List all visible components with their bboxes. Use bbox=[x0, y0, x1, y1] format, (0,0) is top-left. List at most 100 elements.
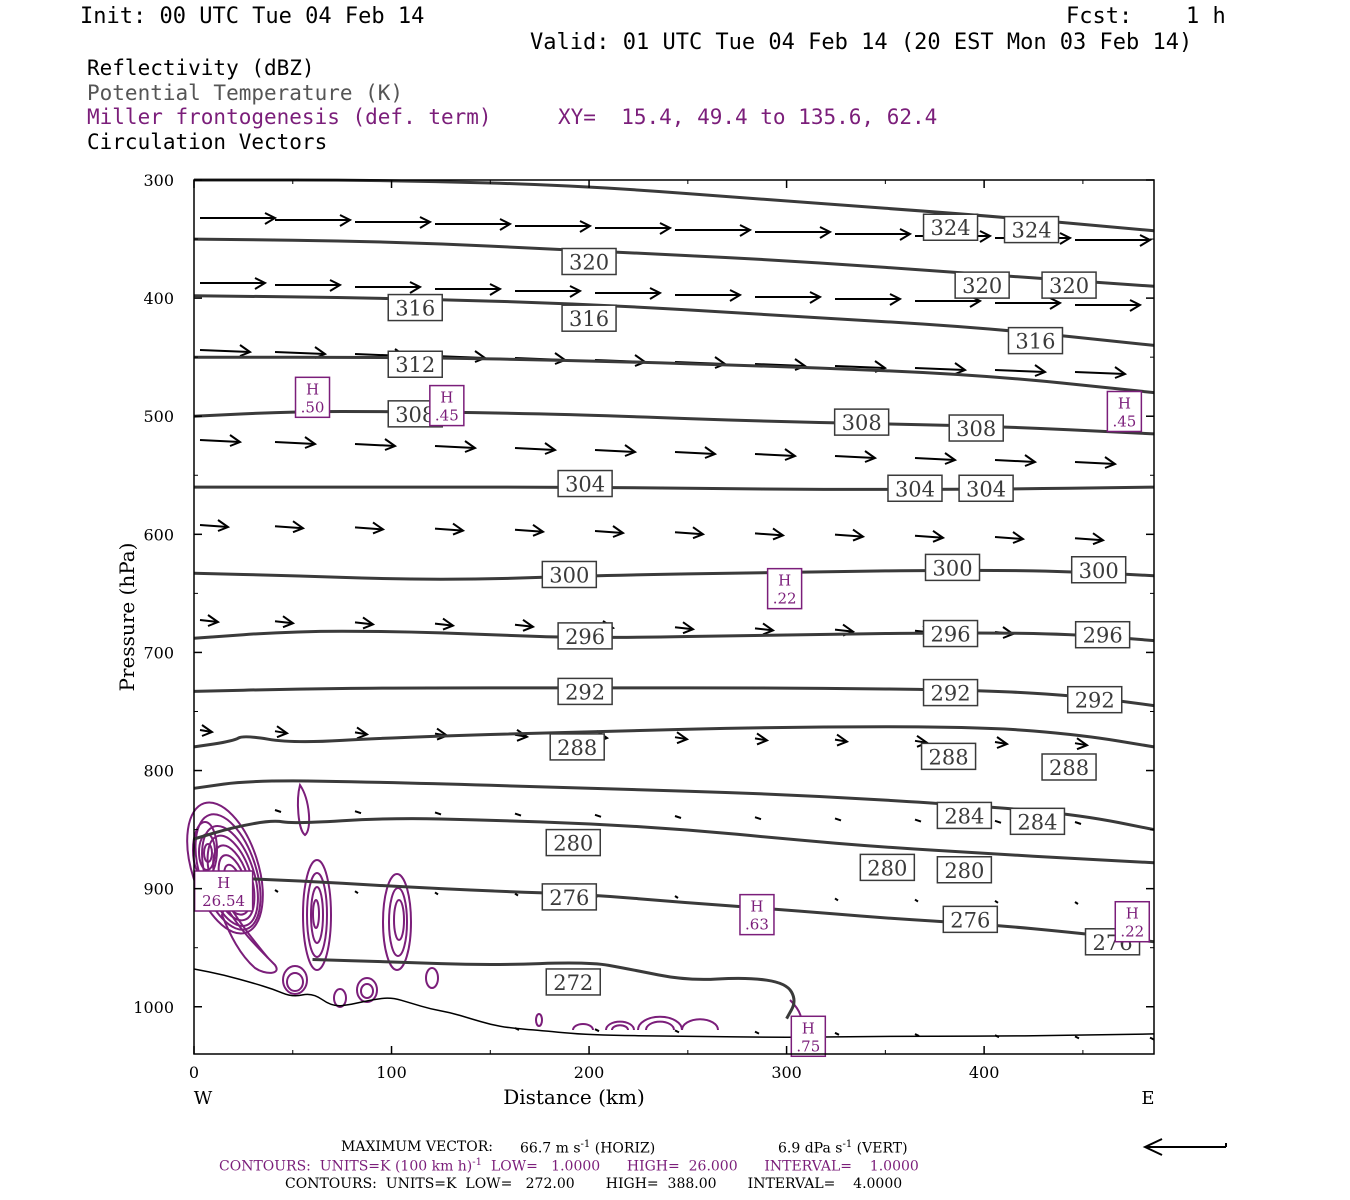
y-tick-label: 300 bbox=[143, 171, 174, 190]
theta-label-text: 280 bbox=[944, 859, 984, 883]
frontogenesis-high-value: .22 bbox=[1120, 923, 1144, 941]
frontogenesis-contour-info: CONTOURS: UNITS=K (100 km h)-1 LOW= 1.00… bbox=[219, 1157, 919, 1175]
theta-label-box bbox=[936, 856, 993, 884]
theta-label-box bbox=[1007, 326, 1064, 355]
frontogenesis-contour bbox=[312, 899, 320, 929]
frontogenesis-contour bbox=[306, 872, 328, 958]
y-tick-label: 1000 bbox=[133, 998, 174, 1017]
theta-label: 316 bbox=[387, 293, 443, 322]
theta-label-text: 292 bbox=[930, 682, 970, 706]
theta-label-box bbox=[1003, 215, 1060, 244]
circulation-vector-head bbox=[634, 354, 648, 367]
circulation-vector bbox=[594, 1028, 600, 1033]
frontogenesis-contour bbox=[302, 859, 332, 971]
circulation-vector bbox=[594, 530, 624, 534]
frontogenesis-contour bbox=[645, 1020, 675, 1031]
circulation-vector bbox=[674, 815, 682, 819]
theta-contour-labels: 324 324 320 320 320 316 316 316 312 308 308 308 304 3… bbox=[387, 213, 1141, 996]
circulation-vector bbox=[834, 897, 839, 902]
frontogenesis-high-box bbox=[790, 1015, 827, 1058]
circulation-vector-head bbox=[554, 352, 568, 365]
frontogenesis-high-box bbox=[766, 567, 803, 610]
circulation-vector-head bbox=[304, 436, 318, 449]
circulation-vector-head bbox=[1059, 232, 1073, 245]
frontogenesis-high-box bbox=[294, 376, 331, 419]
frontogenesis-high: H.63 bbox=[739, 893, 775, 936]
circulation-vector bbox=[834, 1031, 840, 1036]
circulation-vector-head bbox=[612, 525, 626, 538]
circulation-vector-head bbox=[809, 291, 823, 304]
circulation-vector bbox=[1074, 461, 1116, 465]
frontogenesis-high-letter: H bbox=[217, 874, 230, 892]
frontogenesis-contour bbox=[382, 873, 412, 971]
frontogenesis-contour bbox=[282, 965, 308, 995]
frontogenesis-contour bbox=[535, 1013, 543, 1027]
circulation-vector-head bbox=[659, 222, 673, 235]
circulation-vector-head bbox=[889, 293, 903, 306]
theta-contour-280 bbox=[193, 817, 1155, 865]
circulation-vector-head bbox=[624, 444, 638, 457]
frontogenesis-contour bbox=[611, 1024, 629, 1031]
frontogenesis-high-value: 26.54 bbox=[202, 892, 245, 910]
circulation-vector-head bbox=[522, 618, 536, 632]
circulation-vector bbox=[514, 812, 522, 817]
theta-label: 272 bbox=[545, 968, 602, 996]
theta-label-text: 300 bbox=[1079, 559, 1119, 583]
circulation-vector bbox=[914, 898, 919, 903]
theta-label-box bbox=[1041, 753, 1097, 781]
forecast-hour: 1 h bbox=[1186, 4, 1226, 29]
circulation-vector bbox=[914, 534, 944, 539]
circulation-vector bbox=[994, 536, 1024, 540]
theta-label-box bbox=[1009, 807, 1066, 836]
circulation-vector-head bbox=[276, 725, 290, 739]
theta-label: 304 bbox=[958, 474, 1014, 503]
circulation-vector bbox=[914, 818, 922, 823]
theta-label: 320 bbox=[1041, 271, 1097, 299]
theta-label-box bbox=[1066, 685, 1123, 714]
circulation-vector-head bbox=[579, 220, 593, 233]
max-vector-vert: 6.9 dPa s-1 (VERT) bbox=[778, 1139, 908, 1157]
circulation-vector-head bbox=[819, 226, 833, 239]
circulation-vector bbox=[274, 525, 304, 530]
frontogenesis-high: H.45 bbox=[429, 384, 465, 427]
theta-label: 292 bbox=[557, 677, 613, 706]
circulation-vector bbox=[754, 363, 806, 367]
frontogenesis-contour bbox=[393, 899, 405, 941]
theta-label: 292 bbox=[922, 678, 979, 707]
circulation-vector-head bbox=[239, 344, 253, 357]
theta-label-box bbox=[922, 619, 979, 648]
circulation-vector-head bbox=[452, 522, 466, 536]
theta-contour-300 bbox=[193, 568, 1155, 581]
circulation-vector bbox=[994, 459, 1036, 463]
init-time: Init: 00 UTC Tue 04 Feb 14 bbox=[80, 4, 425, 29]
circulation-vector bbox=[914, 457, 956, 461]
frontogenesis-contour bbox=[203, 843, 213, 863]
theta-label-box bbox=[1070, 556, 1127, 584]
y-tick-label: 400 bbox=[143, 289, 174, 308]
circulation-vector-head bbox=[944, 452, 958, 465]
theta-label-text: 288 bbox=[929, 745, 969, 769]
frontogenesis-high: H.22 bbox=[1114, 900, 1151, 943]
theta-label-text: 304 bbox=[895, 477, 935, 501]
theta-label-text: 300 bbox=[549, 563, 589, 587]
x-tick-label: 200 bbox=[574, 1063, 605, 1082]
theta-label-box bbox=[557, 622, 613, 650]
theta-label-text: 292 bbox=[565, 680, 605, 704]
legend-reflectivity: Reflectivity (dBZ) bbox=[87, 56, 315, 80]
frontogenesis-high: H26.54 bbox=[193, 870, 254, 912]
circulation-vector-head bbox=[932, 529, 946, 543]
theta-label-text: 284 bbox=[944, 804, 984, 828]
circulation-vector bbox=[274, 441, 316, 445]
circulation-vector-head bbox=[1129, 299, 1143, 312]
frontogenesis-high-value: .22 bbox=[773, 590, 797, 608]
legend-potential-temperature: Potential Temperature (K) bbox=[87, 81, 404, 105]
circulation-vector bbox=[674, 531, 704, 536]
theta-label: 320 bbox=[954, 271, 1010, 299]
frontogenesis-high-letter: H bbox=[750, 898, 763, 916]
theta-label: 296 bbox=[557, 622, 613, 650]
circulation-vector-head bbox=[329, 279, 343, 292]
circulation-vector bbox=[514, 892, 519, 897]
theta-label: 316 bbox=[561, 304, 617, 332]
theta-label-text: 288 bbox=[1049, 756, 1089, 780]
reference-vector bbox=[1142, 1138, 1227, 1156]
